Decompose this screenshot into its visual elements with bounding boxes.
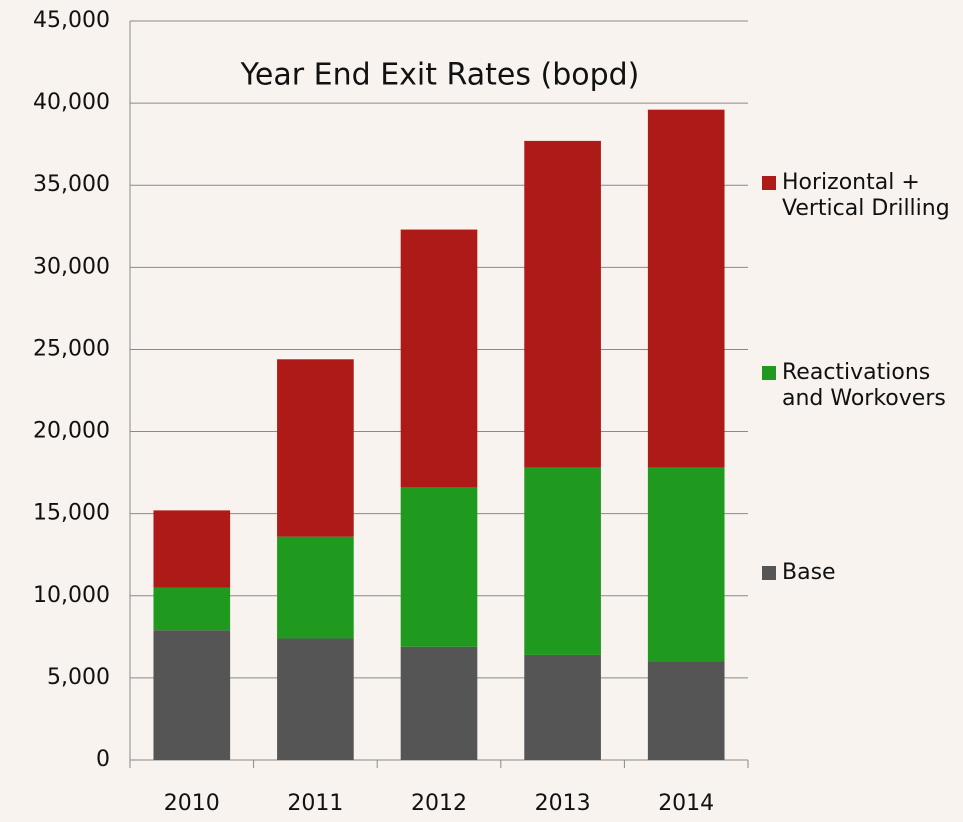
bar-segment	[524, 654, 601, 760]
bar-segment	[524, 467, 601, 655]
bar-segment	[153, 510, 231, 588]
y-tick-label: 15,000	[33, 501, 110, 526]
legend-swatch	[762, 566, 776, 580]
bar-segment	[153, 630, 231, 760]
bar-segment	[647, 109, 725, 468]
bar-segment	[524, 140, 601, 468]
legend-item: Base	[762, 560, 952, 586]
bar-segment	[277, 359, 354, 537]
y-tick-label: 0	[96, 747, 110, 772]
x-tick-label: 2013	[535, 791, 591, 816]
y-tick-label: 20,000	[33, 419, 110, 444]
chart-title: Year End Exit Rates (bopd)	[240, 58, 640, 93]
y-tick-label: 40,000	[33, 90, 110, 115]
y-tick-label: 35,000	[33, 172, 110, 197]
bar-segment	[277, 536, 354, 639]
x-tick-label: 2012	[411, 791, 467, 816]
y-tick-label: 30,000	[33, 254, 110, 279]
y-tick-label: 45,000	[33, 8, 110, 33]
bar-segment	[400, 229, 478, 488]
bar-segment	[647, 661, 725, 760]
legend-swatch	[762, 366, 776, 380]
bar-segment	[400, 646, 478, 760]
legend-item: Reactivations and Workovers	[762, 360, 952, 412]
y-tick-label: 25,000	[33, 336, 110, 361]
legend-label: Horizontal + Vertical Drilling	[782, 170, 950, 221]
bar-segment	[277, 638, 354, 760]
y-tick-label: 5,000	[47, 665, 110, 690]
bar-segment	[153, 587, 231, 631]
bar-segment	[400, 487, 478, 647]
x-tick-label: 2011	[287, 791, 343, 816]
y-tick-label: 10,000	[33, 583, 110, 608]
legend-label: Base	[782, 560, 836, 585]
x-tick-label: 2010	[164, 791, 220, 816]
x-tick-label: 2014	[658, 791, 714, 816]
legend-item: Horizontal + Vertical Drilling	[762, 170, 952, 222]
bar-segment	[647, 467, 725, 662]
legend-swatch	[762, 176, 776, 190]
legend-label: Reactivations and Workovers	[782, 360, 946, 411]
